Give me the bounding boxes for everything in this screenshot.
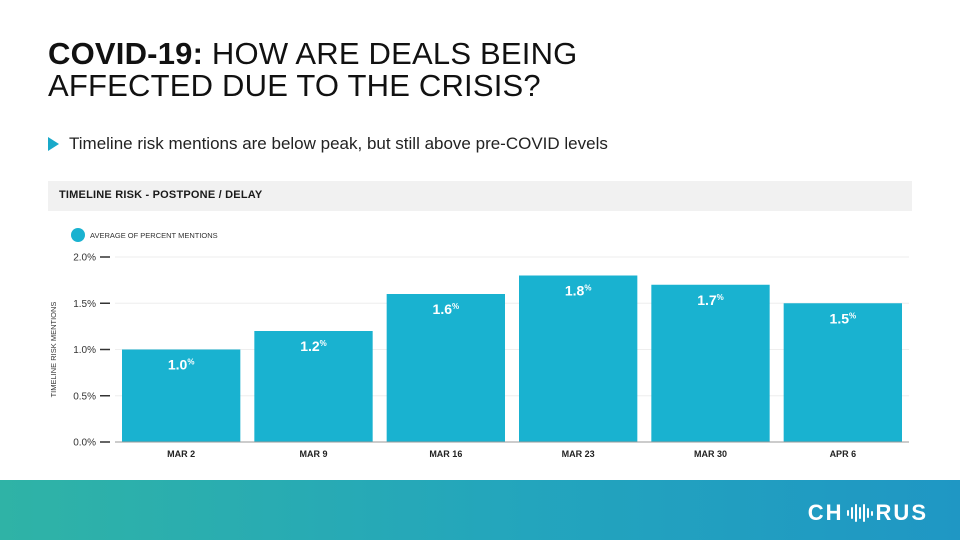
chorus-logo: CH RUS [808,500,928,526]
logo-text-right: RUS [875,500,928,525]
data-label-suffix: % [320,339,327,348]
bar [122,349,241,442]
legend-marker [71,228,85,242]
title-bold: COVID-19: [48,36,204,71]
bar [783,303,902,442]
x-tick-label: MAR 2 [167,449,195,459]
bar [651,284,770,442]
data-label-suffix: % [584,284,591,293]
y-tick-label: 2.0% [73,253,96,264]
x-tick-label: MAR 30 [694,449,727,459]
title-rest: HOW ARE DEALS BEING AFFECTED DUE TO THE … [48,36,578,103]
logo-text-left: CH [807,500,844,525]
triangle-bullet-icon [48,137,59,151]
x-tick-label: MAR 9 [299,449,327,459]
legend-label: AVERAGE OF PERCENT MENTIONS [90,231,218,240]
bullet-text: Timeline risk mentions are below peak, b… [69,134,608,153]
y-tick-label: 0.5% [73,391,96,402]
data-label-suffix: % [452,302,459,311]
data-label-suffix: % [849,311,856,320]
bar [254,331,373,442]
data-label-suffix: % [187,358,194,367]
x-tick-label: MAR 23 [562,449,595,459]
x-tick-label: APR 6 [830,449,857,459]
slide-title: COVID-19: HOW ARE DEALS BEING AFFECTED D… [48,38,748,102]
bar [519,275,638,442]
y-tick-label: 1.5% [73,299,96,310]
y-axis-label: TIMELINE RISK MENTIONS [49,302,58,398]
y-tick-label: 1.0% [73,345,96,356]
bar-chart: AVERAGE OF PERCENT MENTIONS TIMELINE RISK… [49,228,909,459]
footer-band: CH RUS [0,480,960,540]
chart-title: TIMELINE RISK - POSTPONE / DELAY [59,189,263,201]
bullet-point: Timeline risk mentions are below peak, b… [48,133,608,155]
bar [386,294,505,442]
y-tick-label: 0.0% [73,438,96,449]
data-label-suffix: % [717,293,724,302]
chart-header: TIMELINE RISK - POSTPONE / DELAY [48,181,912,211]
x-tick-label: MAR 16 [429,449,462,459]
soundwave-icon [846,502,873,524]
